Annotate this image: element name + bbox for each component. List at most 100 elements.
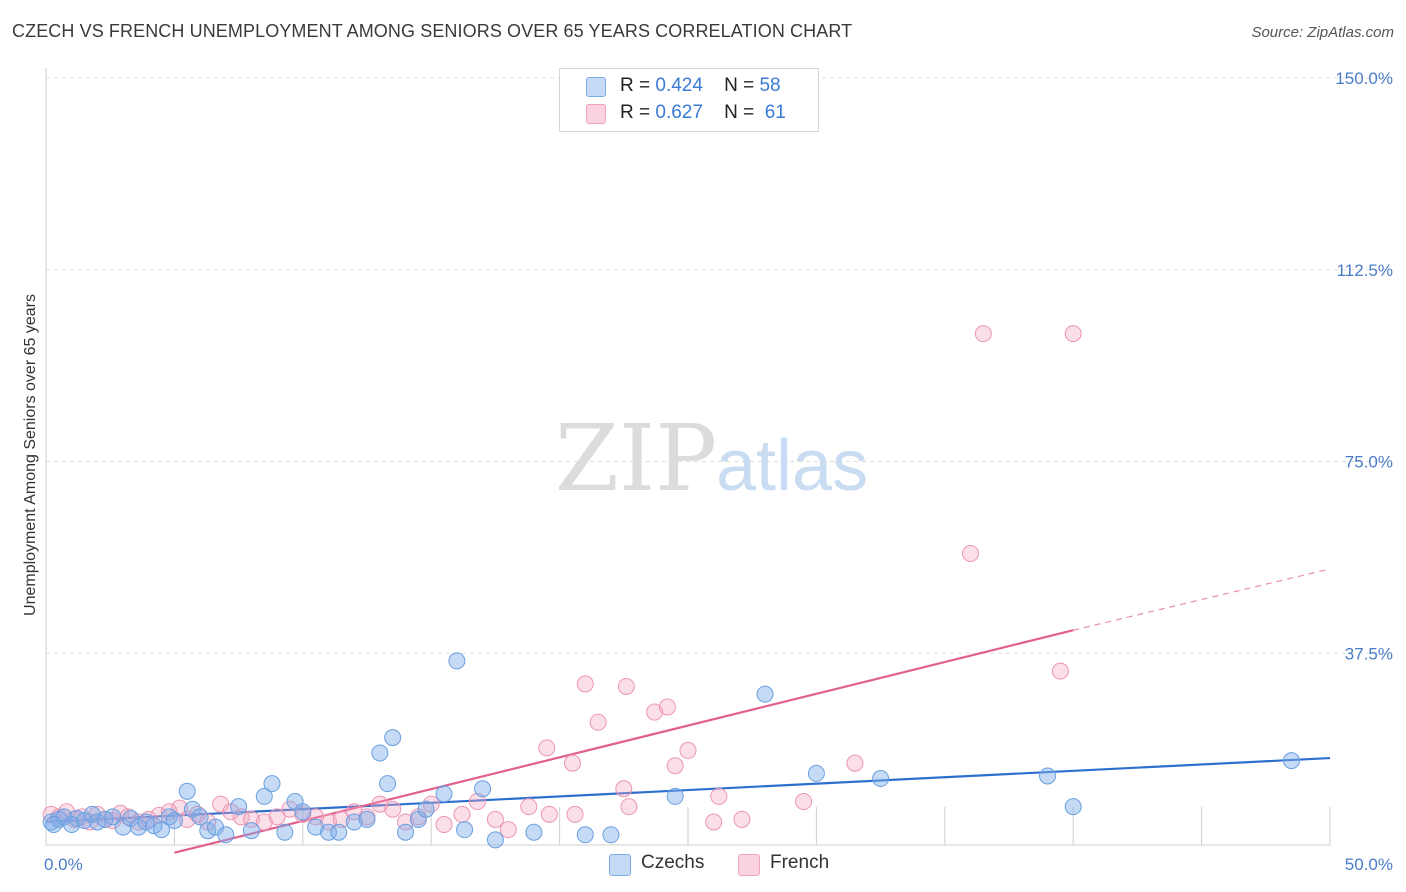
y-tick-label: 75.0% <box>1345 453 1393 472</box>
stats-legend: R = 0.424 N = 58 R = 0.627 N = 61 <box>559 68 819 132</box>
french-point <box>846 754 864 772</box>
czech-point <box>756 685 774 703</box>
x-tick-labels: 0.0% 50.0% <box>44 855 1393 874</box>
french-point <box>576 675 594 693</box>
axes <box>45 68 1331 846</box>
watermark: ZIP atlas <box>555 405 868 512</box>
czech-point <box>1039 767 1057 785</box>
legend-n-label: N = <box>724 102 755 123</box>
french-point <box>119 808 137 826</box>
french-point <box>345 803 363 821</box>
y-tick-label: 37.5% <box>1345 644 1393 663</box>
czech-point <box>1282 752 1300 770</box>
legend-r-value-french: 0.627 <box>655 102 703 123</box>
watermark-zip: ZIP <box>555 405 717 512</box>
czech-point <box>448 652 466 670</box>
czech-swatch <box>586 77 606 97</box>
czech-point <box>379 775 397 793</box>
legend-n-value-czechs: 58 <box>759 75 781 96</box>
czech-point <box>50 810 68 828</box>
french-point <box>435 816 453 834</box>
french-point <box>268 808 286 826</box>
czech-point <box>486 831 504 849</box>
french-point <box>319 813 337 831</box>
czech-point <box>255 787 273 805</box>
grid-lines <box>46 77 1390 654</box>
czech-point <box>602 826 620 844</box>
y-tick-label: 112.5% <box>1337 261 1393 280</box>
y-tick-label: 150.0% <box>1335 69 1393 88</box>
french-point <box>540 805 558 823</box>
french-point <box>1064 325 1082 343</box>
czech-legend-label: Czechs <box>641 852 705 873</box>
french-point <box>160 803 178 821</box>
czech-point <box>276 823 294 841</box>
czech-point <box>371 744 389 762</box>
czech-point <box>217 826 235 844</box>
french-point <box>615 780 633 798</box>
chart-title: CZECH VS FRENCH UNEMPLOYMENT AMONG SENIO… <box>12 21 853 41</box>
czech-point <box>525 823 543 841</box>
x-tick-label: 50.0% <box>1345 855 1393 874</box>
x-tick-label: 0.0% <box>44 855 83 874</box>
french-point <box>468 793 486 811</box>
french-point <box>397 813 415 831</box>
french-point <box>566 805 584 823</box>
french-legend-swatch <box>738 854 760 876</box>
czech-point <box>104 808 122 826</box>
czech-point <box>230 798 248 816</box>
legend-r-label: R = <box>620 75 651 96</box>
czech-point <box>417 800 435 818</box>
french-point <box>589 713 607 731</box>
czech-legend-swatch <box>609 854 631 876</box>
french-trend-extension <box>1073 568 1331 631</box>
legend-n-label: N = <box>724 75 755 96</box>
czech-trend-line <box>45 756 1331 824</box>
french-point <box>563 754 581 772</box>
french-point <box>795 793 813 811</box>
czech-point <box>666 787 684 805</box>
french-point <box>232 808 250 826</box>
french-point <box>255 813 273 831</box>
french-point <box>538 739 556 757</box>
czech-point <box>242 822 260 840</box>
czech-point <box>307 818 325 836</box>
watermark-atlas: atlas <box>716 426 868 506</box>
french-point <box>178 810 196 828</box>
czech-point <box>330 823 348 841</box>
czech-point <box>345 813 363 831</box>
french-point <box>646 703 664 721</box>
french-point <box>710 787 728 805</box>
czech-point <box>474 780 492 798</box>
czech-point <box>319 823 337 841</box>
french-point <box>422 795 440 813</box>
legend-r-value-czechs: 0.424 <box>655 75 703 96</box>
czech-point <box>153 821 171 839</box>
czech-point <box>435 785 453 803</box>
czech-point <box>358 810 376 828</box>
czech-point <box>1064 798 1082 816</box>
french-point <box>520 798 538 816</box>
french-point <box>620 798 638 816</box>
french-point <box>307 808 325 826</box>
french-point <box>332 810 350 828</box>
czech-point <box>384 729 402 747</box>
legend-r-label: R = <box>620 102 651 123</box>
french-point <box>453 805 471 823</box>
czech-point <box>872 770 890 788</box>
czech-point <box>576 826 594 844</box>
french-point <box>486 810 504 828</box>
french-point <box>499 821 517 839</box>
french-point <box>705 813 723 831</box>
czech-point <box>178 782 196 800</box>
czech-point <box>45 816 63 834</box>
y-tick-labels: 150.0% 112.5% 75.0% 37.5% <box>1335 69 1393 663</box>
french-point <box>384 800 402 818</box>
french-point <box>961 545 979 563</box>
french-point <box>679 741 697 759</box>
french-point <box>974 325 992 343</box>
czech-points <box>42 652 1300 849</box>
y-axis-label: Unemployment Among Seniors over 65 years <box>22 294 39 616</box>
french-point <box>1051 662 1069 680</box>
